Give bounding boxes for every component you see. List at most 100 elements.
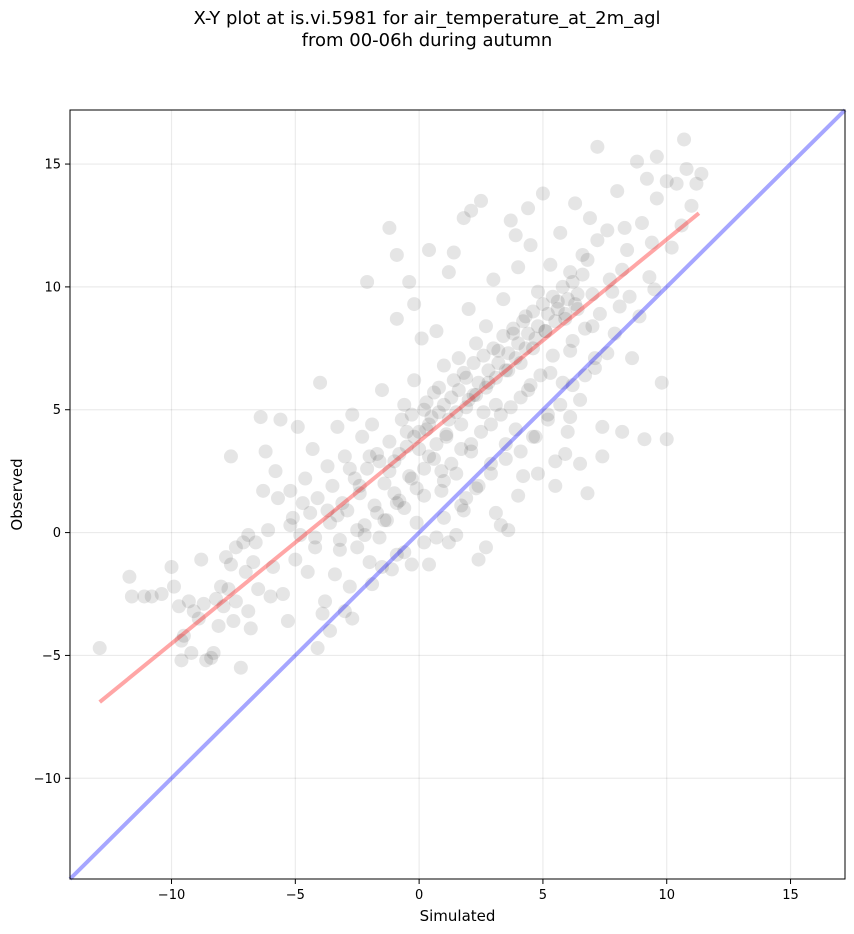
data-point (511, 488, 526, 503)
data-point (394, 412, 409, 427)
data-point (412, 442, 427, 457)
data-point (483, 466, 498, 481)
data-point (436, 510, 451, 525)
data-point (439, 427, 454, 442)
data-point (263, 589, 278, 604)
data-point (543, 365, 558, 380)
data-point (379, 513, 394, 528)
data-point (501, 523, 516, 538)
data-point (357, 518, 372, 533)
data-point (563, 265, 578, 280)
data-point (352, 478, 367, 493)
data-point (555, 375, 570, 390)
data-point (417, 461, 432, 476)
data-point (511, 336, 526, 351)
data-point (488, 505, 503, 520)
data-point (456, 503, 471, 518)
data-point (449, 405, 464, 420)
data-point (431, 380, 446, 395)
data-point (498, 451, 513, 466)
data-point (642, 270, 657, 285)
data-point (429, 437, 444, 452)
data-point (256, 483, 271, 498)
data-point (528, 331, 543, 346)
data-point (654, 375, 669, 390)
data-point (377, 513, 392, 528)
data-point (335, 496, 350, 511)
x-tick-label: −5 (286, 888, 305, 903)
data-point (426, 451, 441, 466)
data-point (325, 478, 340, 493)
data-point (555, 279, 570, 294)
data-point (637, 432, 652, 447)
data-point (308, 540, 323, 555)
data-point (478, 540, 493, 555)
data-point (419, 422, 434, 437)
gridlines (70, 110, 845, 879)
data-point (558, 446, 573, 461)
data-point (352, 486, 367, 501)
data-point (526, 341, 541, 356)
data-point (622, 289, 637, 304)
data-point (315, 606, 330, 621)
data-point (345, 407, 360, 422)
data-point (535, 186, 550, 201)
data-point (483, 417, 498, 432)
data-point (392, 446, 407, 461)
data-point (526, 304, 541, 319)
data-point (389, 311, 404, 326)
data-point (634, 216, 649, 231)
data-point (436, 473, 451, 488)
data-point (684, 198, 699, 213)
data-point (570, 302, 585, 317)
data-point (441, 265, 456, 280)
data-point (491, 343, 506, 358)
data-point (518, 309, 533, 324)
data-point (612, 299, 627, 314)
data-point (459, 491, 474, 506)
data-point (196, 596, 211, 611)
data-point (545, 289, 560, 304)
x-axis-label: Simulated (420, 907, 496, 925)
data-point (478, 380, 493, 395)
data-point (320, 503, 335, 518)
data-point (275, 587, 290, 602)
data-point (513, 444, 528, 459)
data-point (362, 449, 377, 464)
data-point (568, 297, 583, 312)
data-point (305, 442, 320, 457)
data-point (310, 491, 325, 506)
data-point (530, 466, 545, 481)
data-point (204, 650, 219, 665)
data-point (456, 365, 471, 380)
data-point (647, 282, 662, 297)
data-point (630, 154, 645, 169)
data-point (580, 486, 595, 501)
data-point (404, 407, 419, 422)
data-point (300, 564, 315, 579)
data-point (322, 623, 337, 638)
data-point (268, 464, 283, 479)
data-point (558, 311, 573, 326)
data-point (578, 368, 593, 383)
data-point (166, 579, 181, 594)
data-point (521, 201, 536, 216)
plot-frame (69, 109, 846, 880)
data-point (290, 419, 305, 434)
data-point (644, 235, 659, 250)
data-point (404, 557, 419, 572)
data-point (471, 552, 486, 567)
data-point (615, 262, 630, 277)
data-point (516, 314, 531, 329)
data-point (293, 528, 308, 543)
data-point (362, 555, 377, 570)
data-point (585, 287, 600, 302)
data-point (318, 594, 333, 609)
data-point (649, 191, 664, 206)
x-tick-label: 5 (539, 888, 547, 903)
data-point (508, 422, 523, 437)
data-point (253, 410, 268, 425)
data-point (228, 594, 243, 609)
data-points (92, 132, 709, 675)
data-point (459, 400, 474, 415)
